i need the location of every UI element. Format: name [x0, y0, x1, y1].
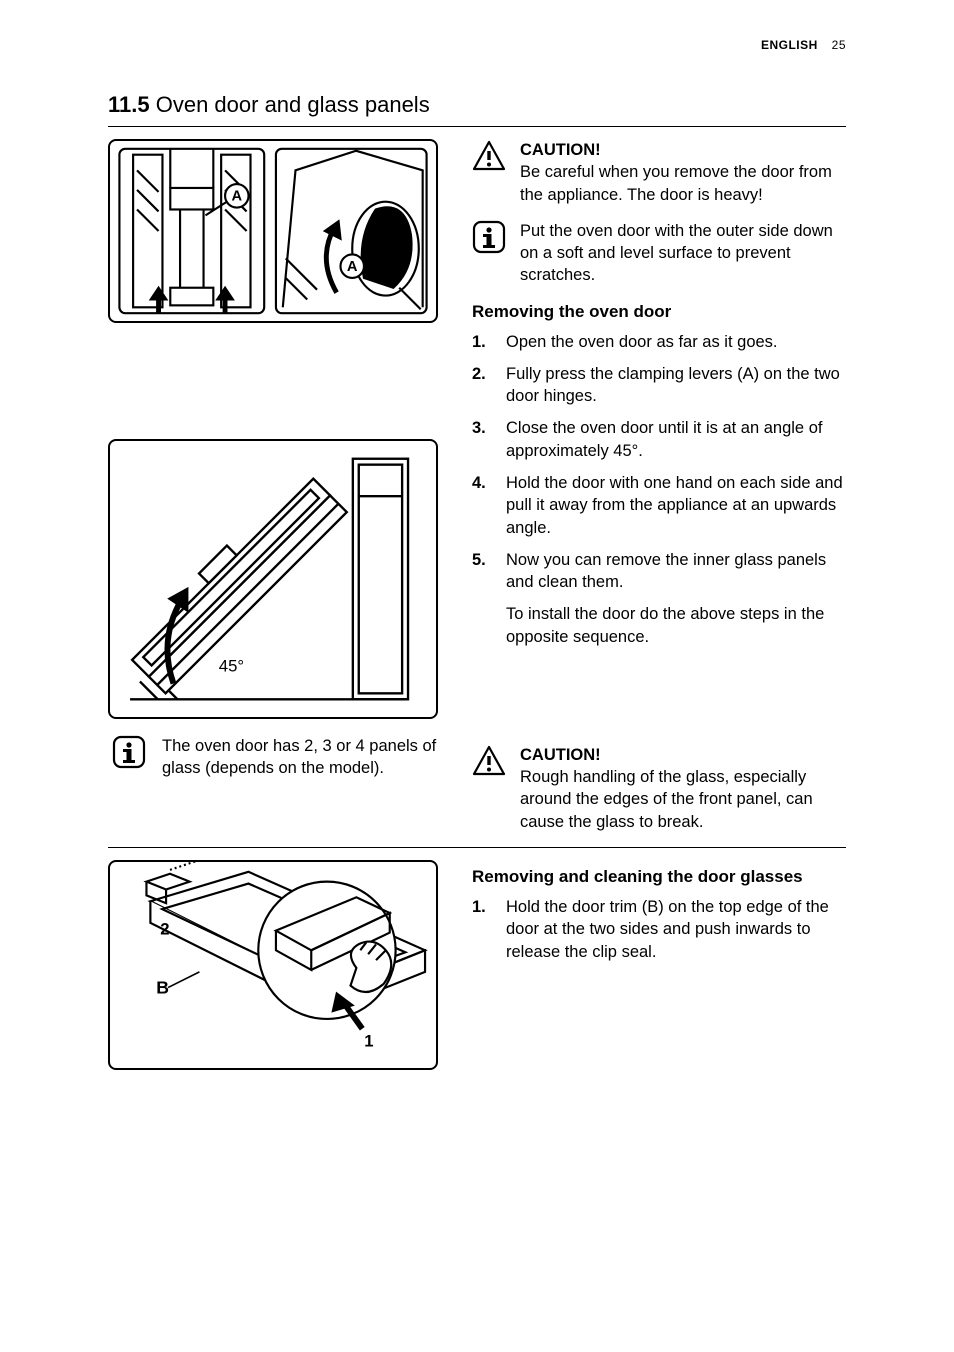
page-header: ENGLISH 25 [108, 38, 846, 52]
removing-door-heading: Removing the oven door [472, 301, 846, 323]
mid-rule [108, 847, 846, 848]
warning-icon [472, 139, 506, 173]
info-tip1-body: Put the oven door with the outer side do… [520, 220, 846, 287]
removing-glass-steps: 1.Hold the door trim (B) on the top edge… [472, 896, 846, 963]
removing-door-tail: To install the door do the above steps i… [506, 603, 846, 648]
caution1-heading: CAUTION! [520, 139, 846, 161]
caution2-heading: CAUTION! [520, 744, 846, 766]
page-number: 25 [832, 38, 846, 52]
list-item: 5.Now you can remove the inner glass pan… [472, 549, 846, 594]
section-heading-text: Oven door and glass panels [156, 92, 430, 117]
info-icon [472, 220, 506, 254]
callout-a-1: A [232, 189, 243, 205]
fig3-label-b: B [156, 977, 169, 997]
figure-door-45: 45° [108, 439, 438, 719]
list-item: 2.Fully press the clamping levers (A) on… [472, 363, 846, 408]
col-right-1: CAUTION! Be careful when you remove the … [472, 139, 846, 837]
list-item: 3.Close the oven door until it is at an … [472, 417, 846, 462]
row-1: A A [108, 139, 846, 837]
fig3-label-1: 1 [364, 1031, 373, 1050]
language-label: ENGLISH [761, 38, 818, 52]
figure-hinge-levers: A A [108, 139, 438, 323]
col-left-1: A A [108, 139, 448, 837]
col-right-2: Removing and cleaning the door glasses 1… [472, 860, 846, 1070]
col-left-2: 2 B 1 [108, 860, 448, 1070]
removing-door-steps: 1.Open the oven door as far as it goes. … [472, 331, 846, 594]
list-item: 4.Hold the door with one hand on each si… [472, 472, 846, 539]
section-number: 11.5 [108, 92, 150, 117]
angle-label: 45° [219, 657, 244, 676]
section-rule [108, 126, 846, 127]
caution-1: CAUTION! Be careful when you remove the … [472, 139, 846, 206]
caution1-body: Be careful when you remove the door from… [520, 163, 832, 203]
list-item: 1.Hold the door trim (B) on the top edge… [472, 896, 846, 963]
caution2-body: Rough handling of the glass, especially … [520, 768, 813, 831]
fig3-label-2: 2 [160, 920, 169, 939]
section-title: 11.5 Oven door and glass panels [108, 92, 846, 118]
callout-a-2: A [347, 259, 358, 275]
caution-2: CAUTION! Rough handling of the glass, es… [472, 744, 846, 833]
warning-icon [472, 744, 506, 778]
info-panels-text: The oven door has 2, 3 or 4 panels of gl… [162, 735, 448, 780]
info-tip-1: Put the oven door with the outer side do… [472, 220, 846, 287]
removing-glass-heading: Removing and cleaning the door glasses [472, 866, 846, 888]
list-item: 1.Open the oven door as far as it goes. [472, 331, 846, 353]
info-icon [112, 735, 146, 769]
row-2: 2 B 1 Removing and cleaning the door gla… [108, 860, 846, 1070]
info-panels-note: The oven door has 2, 3 or 4 panels of gl… [112, 735, 448, 780]
figure-door-trim: 2 B 1 [108, 860, 438, 1070]
